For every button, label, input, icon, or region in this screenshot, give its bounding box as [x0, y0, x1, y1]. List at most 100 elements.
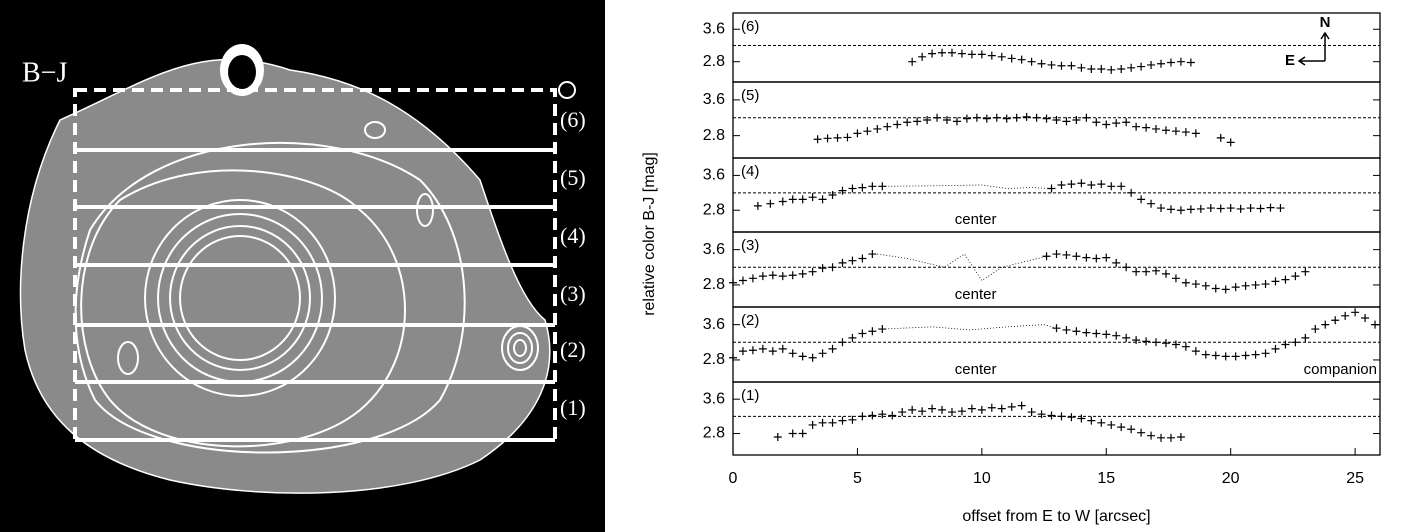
data-point — [1062, 250, 1071, 259]
data-point — [972, 113, 981, 122]
data-point — [1211, 284, 1220, 293]
data-point — [943, 116, 952, 124]
data-point — [878, 410, 887, 419]
data-point — [997, 404, 1006, 413]
data-point — [818, 349, 827, 358]
data-point — [858, 254, 867, 263]
data-point — [766, 199, 775, 208]
data-point — [1261, 349, 1270, 358]
data-point — [1371, 320, 1380, 329]
y-axis-label: relative color B-J [mag] — [641, 152, 658, 316]
center-trace — [877, 253, 1047, 282]
panel-frame — [732, 381, 1381, 456]
data-point — [1132, 336, 1141, 345]
data-point — [1166, 205, 1175, 214]
y-tick-label: 2.8 — [703, 425, 725, 442]
data-point — [729, 278, 737, 287]
data-point — [1206, 204, 1215, 213]
data-point — [1251, 280, 1260, 289]
data-point — [918, 407, 927, 416]
data-point — [868, 250, 877, 259]
marker-circle — [558, 81, 576, 99]
compass-arrows — [1297, 31, 1330, 66]
data-point — [748, 346, 757, 355]
data-point — [1107, 182, 1116, 191]
data-point — [1226, 138, 1235, 147]
data-point — [1361, 314, 1370, 323]
x-tick-label: 5 — [853, 470, 862, 487]
data-point — [1117, 65, 1126, 74]
strip-label: (3) — [560, 281, 586, 306]
data-point — [977, 405, 986, 414]
data-point — [1181, 342, 1190, 351]
data-point — [1291, 272, 1300, 281]
data-point — [788, 195, 797, 204]
data-point — [1256, 204, 1265, 213]
data-point — [1236, 204, 1245, 213]
data-point — [1281, 275, 1290, 284]
data-point — [1301, 267, 1310, 276]
data-point — [818, 264, 827, 273]
data-point — [1057, 180, 1066, 189]
data-point — [1166, 58, 1175, 67]
data-point — [1122, 333, 1131, 342]
y-tick-label: 3.6 — [703, 390, 725, 407]
panel-label: (1) — [741, 387, 759, 404]
annotation: center — [955, 286, 997, 303]
panel-label: (4) — [741, 163, 759, 180]
panel-frame — [732, 231, 1381, 308]
y-tick-label: 3.6 — [703, 91, 725, 108]
data-point — [1107, 420, 1116, 429]
data-point — [729, 353, 737, 362]
center-trace — [882, 324, 1057, 331]
data-point — [868, 411, 877, 420]
data-point — [858, 183, 867, 192]
compass-n: N — [1320, 14, 1331, 31]
data-point — [838, 186, 847, 195]
data-point — [1102, 120, 1111, 129]
data-point — [938, 405, 947, 414]
data-point — [1161, 269, 1170, 278]
data-point — [828, 344, 837, 353]
data-point — [1002, 114, 1011, 123]
data-point — [1072, 252, 1081, 261]
data-point — [858, 329, 867, 338]
data-point — [1152, 338, 1161, 347]
data-point — [1351, 308, 1360, 317]
data-point — [1231, 283, 1240, 292]
data-point — [788, 429, 797, 438]
panel-label: (5) — [741, 87, 759, 104]
data-point — [1147, 199, 1156, 208]
data-point — [1261, 280, 1270, 289]
data-point — [1047, 60, 1056, 69]
data-point — [1171, 127, 1180, 136]
data-point — [808, 420, 817, 429]
data-point — [1112, 258, 1121, 267]
data-point — [1057, 61, 1066, 70]
color-blob — [20, 59, 550, 494]
data-point — [1027, 57, 1036, 66]
panel-label: (2) — [741, 312, 759, 329]
data-point — [928, 49, 937, 58]
data-point — [1037, 59, 1046, 68]
data-point — [923, 116, 932, 124]
data-point — [1301, 333, 1310, 342]
data-point — [918, 52, 927, 61]
data-point — [1147, 431, 1156, 440]
data-point — [868, 182, 877, 191]
data-point — [848, 256, 857, 265]
data-point — [1341, 311, 1350, 320]
x-tick-label: 0 — [729, 470, 738, 487]
data-point — [1201, 350, 1210, 359]
data-point — [1127, 188, 1136, 197]
data-point — [1281, 340, 1290, 349]
data-point — [1007, 54, 1016, 63]
data-point — [1022, 112, 1031, 121]
data-point — [1137, 62, 1146, 71]
data-point — [788, 349, 797, 358]
data-point — [888, 411, 897, 420]
data-point — [1152, 266, 1161, 275]
data-point — [798, 429, 807, 438]
data-point — [873, 124, 882, 133]
data-point — [1181, 128, 1190, 137]
